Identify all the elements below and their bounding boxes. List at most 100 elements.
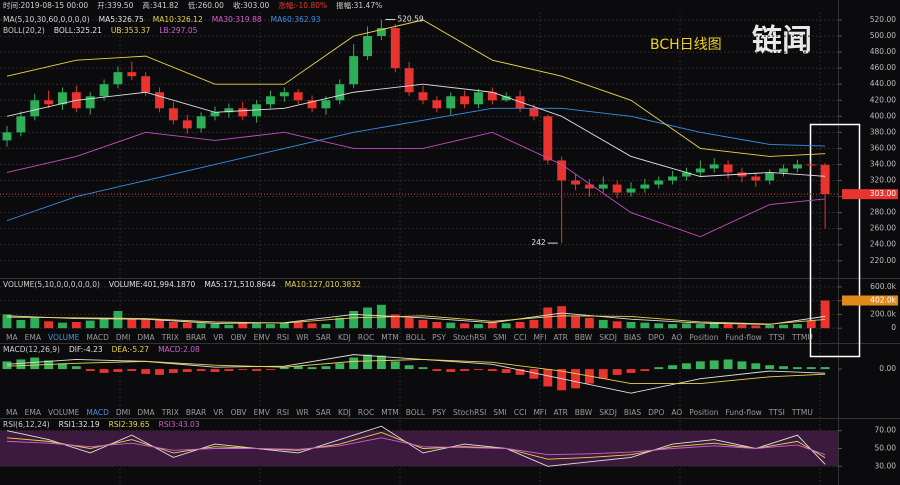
bar — [58, 322, 67, 329]
indicator-tab[interactable]: DPO — [648, 333, 664, 342]
indicator-tab[interactable]: CCI — [514, 333, 527, 342]
candle-body — [141, 76, 151, 93]
indicator-tab[interactable]: SAR — [316, 333, 331, 342]
indicator-tab[interactable]: Fund-flow — [725, 408, 761, 417]
indicator-tab[interactable]: EMA — [25, 408, 42, 417]
legend-item: 开:339.50 — [97, 1, 133, 10]
bar — [668, 324, 678, 329]
legend-item: 低:260.00 — [188, 0, 224, 10]
indicator-tab[interactable]: MTM — [381, 408, 399, 417]
candle-body — [779, 168, 788, 173]
indicator-tab[interactable]: MA — [6, 333, 18, 342]
indicator-tab[interactable]: OBV — [231, 408, 248, 417]
indicator-tab[interactable]: MFI — [533, 408, 546, 417]
indicator-tab[interactable]: CCI — [514, 408, 527, 417]
y-tick-label: 0 — [891, 323, 896, 332]
indicator-tab[interactable]: VOLUME — [48, 408, 80, 417]
bar — [16, 319, 26, 329]
indicator-tab[interactable]: ATR — [553, 408, 567, 417]
indicator-tab[interactable]: BIAS — [624, 408, 641, 417]
indicator-tab[interactable]: TTMU — [791, 408, 813, 417]
indicator-tab[interactable]: BIAS — [624, 333, 641, 342]
indicator-tab[interactable]: PSY — [432, 408, 446, 417]
indicator-tab[interactable]: WR — [296, 333, 309, 342]
bar — [71, 321, 81, 329]
indicator-tab[interactable]: EMV — [254, 333, 271, 342]
indicator-tab[interactable]: RSI — [277, 333, 289, 342]
indicator-tab[interactable]: DMI — [116, 408, 130, 417]
legend-item: UB:353.37 — [111, 26, 151, 35]
indicator-tab[interactable]: Position — [689, 408, 718, 417]
indicator-tab[interactable]: BOLL — [406, 333, 426, 342]
indicator-tab[interactable]: VR — [213, 408, 223, 417]
legend-item: MA10:127,010.3832 — [285, 280, 361, 289]
legend-item: RSI2:39.65 — [109, 420, 150, 429]
y-tick-label: 400.00 — [870, 111, 896, 120]
indicator-tab[interactable]: TTSI — [768, 408, 785, 417]
indicator-tab[interactable]: TTSI — [768, 333, 785, 342]
bar — [515, 321, 525, 329]
candle-body — [501, 96, 511, 101]
indicator-tab[interactable]: StochRSI — [453, 408, 486, 417]
indicator-tab[interactable]: BBW — [575, 333, 593, 342]
bar — [349, 310, 359, 329]
bar — [58, 363, 67, 370]
legend-item: MA10:326.12 — [153, 15, 203, 24]
indicator-tab[interactable]: VOLUME — [48, 333, 80, 342]
indicator-tab[interactable]: DPO — [648, 408, 664, 417]
bar — [709, 360, 719, 370]
indicator-tab[interactable]: MFI — [533, 333, 546, 342]
indicator-tab[interactable]: OBV — [231, 333, 248, 342]
indicator-tab[interactable]: WR — [296, 408, 309, 417]
indicator-tab[interactable]: MACD — [86, 408, 109, 417]
indicator-tab[interactable]: MTM — [381, 333, 399, 342]
bar — [487, 322, 497, 329]
indicator-tab[interactable]: BRAR — [186, 408, 206, 417]
indicator-tab[interactable]: SMI — [493, 408, 506, 417]
indicator-tab[interactable]: Fund-flow — [725, 333, 761, 342]
indicator-tab[interactable]: RSI — [277, 408, 289, 417]
y-tick-label: 280.00 — [870, 208, 896, 217]
indicator-tab[interactable]: MA — [6, 408, 18, 417]
indicator-tab[interactable]: ROC — [358, 408, 374, 417]
indicator-tab[interactable]: DMA — [137, 408, 155, 417]
indicator-tab[interactable]: BRAR — [186, 333, 206, 342]
bar — [307, 367, 317, 370]
indicator-tab[interactable]: EMV — [254, 408, 271, 417]
bar — [266, 369, 275, 371]
indicator-line — [6, 131, 826, 238]
indicator-tab[interactable]: EMA — [25, 333, 42, 342]
bar — [266, 324, 275, 329]
indicator-tab[interactable]: BOLL — [406, 408, 426, 417]
indicator-tab[interactable]: MACD — [86, 333, 109, 342]
bar — [155, 319, 164, 329]
indicator-tab[interactable]: TRIX — [161, 333, 179, 342]
legend-item: RSI3:43.03 — [159, 420, 200, 429]
indicator-tab[interactable]: BBW — [575, 408, 593, 417]
bar — [460, 369, 470, 372]
bar — [238, 322, 248, 329]
indicator-tab[interactable]: KDJ — [338, 408, 351, 417]
indicator-tab[interactable]: SAR — [316, 408, 331, 417]
indicator-tab[interactable]: SMI — [493, 333, 506, 342]
indicator-tab[interactable]: DMA — [137, 333, 155, 342]
indicator-tab[interactable]: PSY — [432, 333, 446, 342]
candle-body — [640, 184, 650, 189]
indicator-tab[interactable]: ROC — [358, 333, 374, 342]
indicator-tab[interactable]: ATR — [553, 333, 567, 342]
legend-item: 收:303.00 — [233, 0, 269, 10]
indicator-tab[interactable]: AO — [671, 333, 682, 342]
indicator-tab[interactable]: KDJ — [338, 333, 351, 342]
indicator-tab[interactable]: TTMU — [791, 333, 813, 342]
indicator-tab[interactable]: DMI — [116, 333, 130, 342]
indicator-tab[interactable]: VR — [213, 333, 223, 342]
indicator-tab[interactable]: TRIX — [161, 408, 179, 417]
bar — [543, 369, 553, 387]
bar — [85, 369, 95, 372]
indicator-tab[interactable]: Position — [689, 333, 718, 342]
indicator-tab[interactable]: AO — [671, 408, 682, 417]
indicator-tab[interactable]: SKDJ — [599, 333, 617, 342]
indicator-tab[interactable]: SKDJ — [599, 408, 617, 417]
indicator-tab[interactable]: StochRSI — [453, 333, 486, 342]
bar — [806, 367, 816, 370]
